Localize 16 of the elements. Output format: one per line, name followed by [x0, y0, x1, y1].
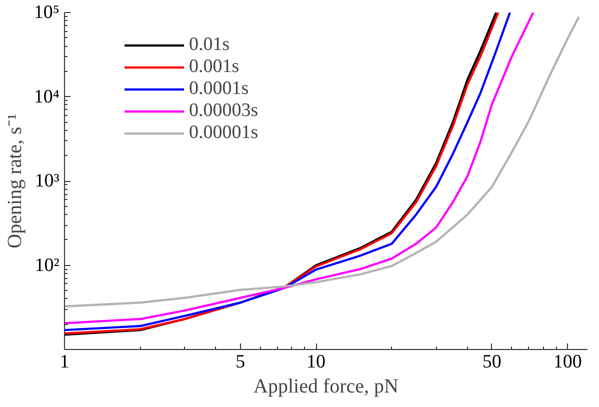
x-tick-label: 5: [236, 352, 246, 372]
legend-label: 0.0001s: [189, 78, 249, 100]
legend-label: 0.00003s: [189, 100, 258, 122]
y-tick-label: 10²: [34, 254, 60, 276]
legend-label: 0.001s: [189, 56, 240, 78]
y-axis-title: Opening rate, s⁻¹: [4, 114, 26, 248]
x-tick-label: 50: [482, 352, 502, 372]
x-tick-label: 10: [306, 352, 326, 372]
legend-label: 0.01s: [189, 34, 230, 56]
y-tick-label: 10⁴: [34, 86, 60, 108]
y-tick-label: 10³: [34, 170, 60, 192]
legend-label: 0.00001s: [189, 122, 258, 144]
x-axis-title: Applied force, pN: [254, 376, 398, 398]
x-tick-label: 100: [553, 352, 582, 372]
y-tick-label: 10⁵: [34, 2, 60, 23]
x-tick-label: 1: [60, 352, 70, 372]
